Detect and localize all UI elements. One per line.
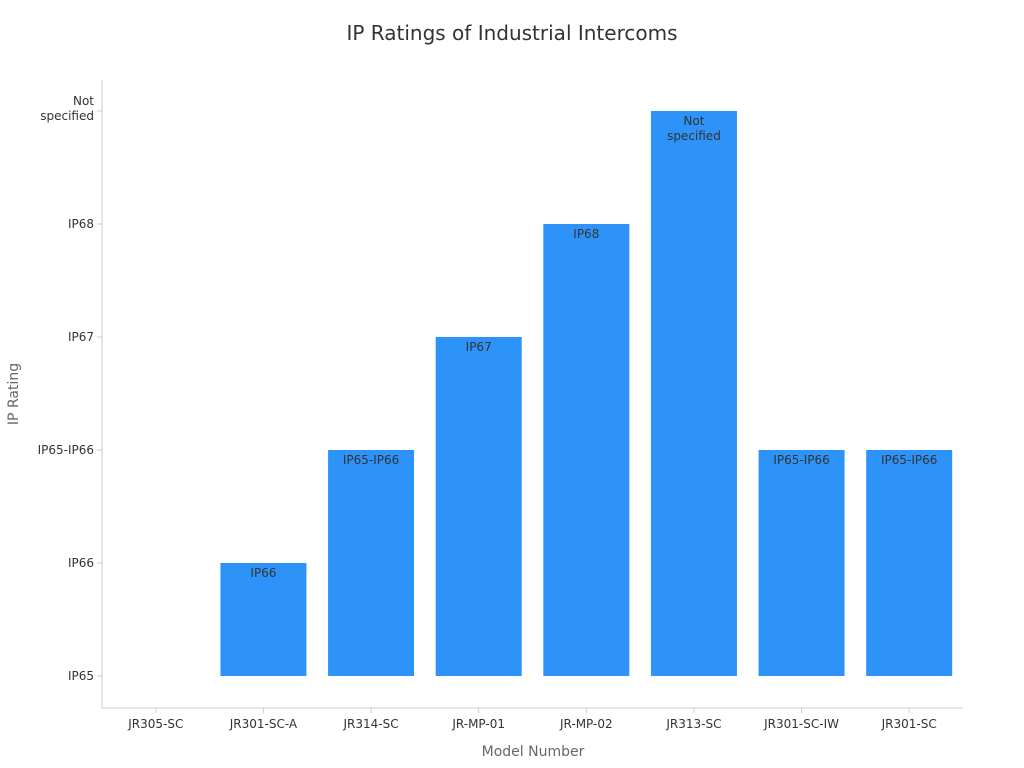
bar-data-label: IP65-IP66	[881, 453, 937, 467]
x-tick-label: JR301-SC-A	[229, 717, 298, 731]
bar-data-label: IP65-IP66	[343, 453, 399, 467]
y-tick-label: IP68	[68, 217, 94, 231]
bar-data-label: IP65-IP66	[773, 453, 829, 467]
chart-title: IP Ratings of Industrial Intercoms	[346, 21, 677, 45]
y-ticks: IP65 IP66 IP65-IP66 IP67 IP68 Not specified	[38, 94, 102, 683]
x-ticks: JR305-SC JR301-SC-A JR314-SC JR-MP-01 JR-MP-…	[127, 708, 937, 731]
y-tick-label: IP65-IP66	[38, 443, 94, 457]
bar	[543, 224, 630, 676]
y-tick-label: IP66	[68, 556, 94, 570]
y-axis-title: IP Rating	[6, 363, 22, 425]
y-tick-label: Not specified	[40, 94, 94, 123]
y-tick-label: IP67	[68, 330, 94, 344]
bar	[220, 563, 307, 676]
x-tick-label: JR305-SC	[127, 717, 183, 731]
y-tick-label: IP65	[68, 669, 94, 683]
x-tick-label: JR313-SC	[665, 717, 721, 731]
bar	[866, 450, 953, 676]
x-tick-label: JR301-SC-IW	[763, 717, 839, 731]
x-axis-title: Model Number	[482, 744, 585, 760]
x-tick-label: JR314-SC	[343, 717, 399, 731]
bar-data-label: IP68	[573, 227, 599, 241]
bar	[650, 111, 737, 676]
bar-data-label: Not specified	[667, 114, 721, 143]
x-tick-label: JR-MP-02	[559, 717, 613, 731]
x-tick-label: JR-MP-01	[451, 717, 505, 731]
bar	[435, 337, 522, 676]
bar-data-label: IP66	[250, 566, 276, 580]
bars-layer	[220, 111, 953, 676]
bar	[758, 450, 845, 676]
bar-data-label: IP67	[466, 340, 492, 354]
x-tick-label: JR301-SC	[881, 717, 937, 731]
data-labels: IP66 IP65-IP66 IP67 IP68 Not specified IP65-IP…	[250, 114, 937, 580]
bar	[328, 450, 415, 676]
